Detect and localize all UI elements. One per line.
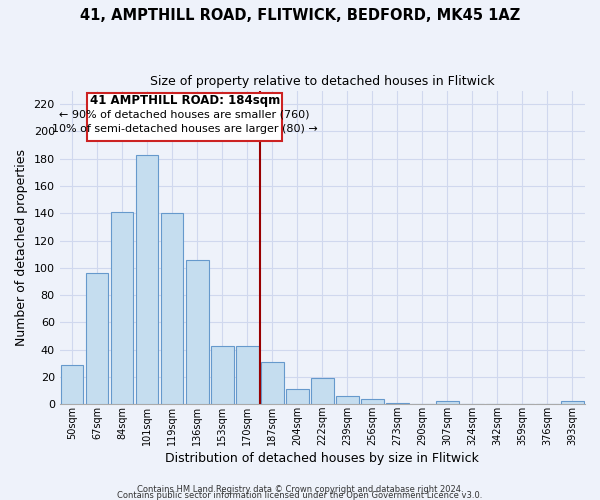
Bar — [436, 402, 458, 404]
Bar — [286, 389, 308, 404]
Bar — [336, 396, 359, 404]
Bar — [111, 212, 133, 404]
Bar — [236, 346, 259, 404]
X-axis label: Distribution of detached houses by size in Flitwick: Distribution of detached houses by size … — [166, 452, 479, 465]
Bar — [261, 362, 284, 404]
Bar — [386, 403, 409, 404]
Bar — [186, 260, 209, 404]
Bar — [361, 398, 383, 404]
Bar — [86, 274, 109, 404]
Bar — [136, 154, 158, 404]
Bar — [211, 346, 233, 404]
Bar — [561, 402, 584, 404]
Text: 41 AMPTHILL ROAD: 184sqm: 41 AMPTHILL ROAD: 184sqm — [89, 94, 280, 106]
Text: ← 90% of detached houses are smaller (760): ← 90% of detached houses are smaller (76… — [59, 110, 310, 120]
Text: 41, AMPTHILL ROAD, FLITWICK, BEDFORD, MK45 1AZ: 41, AMPTHILL ROAD, FLITWICK, BEDFORD, MK… — [80, 8, 520, 22]
FancyBboxPatch shape — [87, 94, 283, 141]
Bar — [61, 364, 83, 404]
Text: 10% of semi-detached houses are larger (80) →: 10% of semi-detached houses are larger (… — [52, 124, 317, 134]
Bar — [311, 378, 334, 404]
Title: Size of property relative to detached houses in Flitwick: Size of property relative to detached ho… — [150, 75, 494, 88]
Text: Contains public sector information licensed under the Open Government Licence v3: Contains public sector information licen… — [118, 490, 482, 500]
Y-axis label: Number of detached properties: Number of detached properties — [15, 149, 28, 346]
Text: Contains HM Land Registry data © Crown copyright and database right 2024.: Contains HM Land Registry data © Crown c… — [137, 484, 463, 494]
Bar — [161, 214, 184, 404]
